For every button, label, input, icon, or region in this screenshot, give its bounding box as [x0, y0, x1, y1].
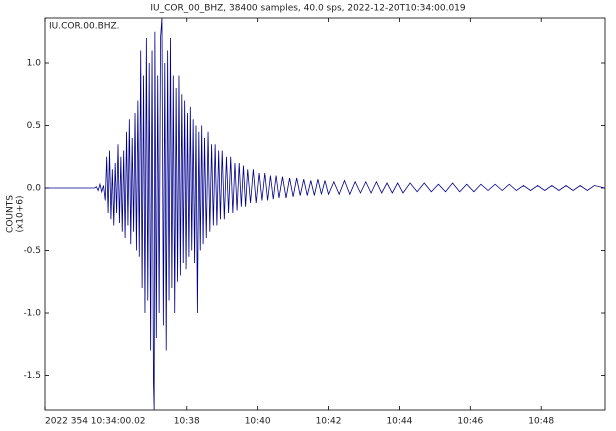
y-tick-label: -1.5	[23, 371, 41, 381]
y-tick-label: -0.5	[23, 246, 41, 256]
y-label-units: (x10+6)	[16, 195, 26, 232]
y-label: COUNTS	[6, 195, 16, 233]
y-tick-label: 0.5	[27, 121, 41, 131]
trace-label: IU.COR.00.BHZ.	[49, 22, 120, 32]
x-tick-label: 2022 354 10:34:00.02	[45, 417, 146, 427]
x-tick-label: 10:46	[457, 417, 483, 427]
x-tick-label: 10:40	[245, 417, 271, 427]
x-tick-label: 10:44	[386, 417, 412, 427]
plot-frame	[44, 17, 606, 411]
y-tick-label: -1.0	[23, 309, 41, 319]
y-tick-label: 1.0	[27, 59, 42, 69]
x-tick-label: 10:48	[528, 417, 554, 427]
y-tick-label: 0.0	[27, 184, 42, 194]
x-tick-label: 10:42	[316, 417, 342, 427]
x-tick-label: 10:38	[174, 417, 200, 427]
trace-line	[45, 18, 605, 410]
chart-title: IU_COR_00_BHZ, 38400 samples, 40.0 sps, …	[150, 4, 466, 14]
